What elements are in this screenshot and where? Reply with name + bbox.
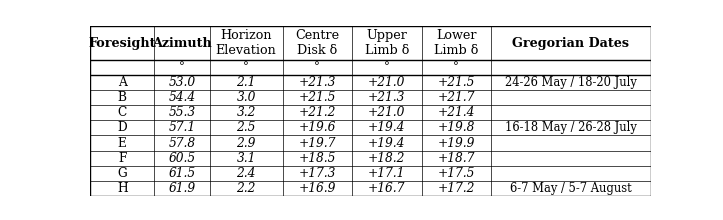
- Text: 3.1: 3.1: [236, 152, 256, 165]
- Text: +21.2: +21.2: [299, 106, 336, 119]
- Text: 3.2: 3.2: [236, 106, 256, 119]
- Text: Lower
Limb δ: Lower Limb δ: [434, 29, 479, 57]
- Text: +21.0: +21.0: [368, 76, 406, 89]
- Text: +19.8: +19.8: [437, 121, 475, 134]
- Text: 55.3: 55.3: [168, 106, 195, 119]
- Text: H: H: [117, 182, 128, 195]
- Text: °: °: [384, 61, 390, 74]
- Text: +21.0: +21.0: [368, 106, 406, 119]
- Text: +18.5: +18.5: [299, 152, 336, 165]
- Text: A: A: [118, 76, 127, 89]
- Text: 61.5: 61.5: [168, 167, 195, 180]
- Text: +19.6: +19.6: [299, 121, 336, 134]
- Text: B: B: [118, 91, 127, 104]
- Text: °: °: [243, 61, 249, 74]
- Text: +21.4: +21.4: [437, 106, 475, 119]
- Text: +19.4: +19.4: [368, 121, 406, 134]
- Text: 54.4: 54.4: [168, 91, 195, 104]
- Text: Centre
Disk δ: Centre Disk δ: [295, 29, 339, 57]
- Text: 2.9: 2.9: [236, 137, 256, 150]
- Text: +19.4: +19.4: [368, 137, 406, 150]
- Text: F: F: [118, 152, 127, 165]
- Text: 57.1: 57.1: [168, 121, 195, 134]
- Text: +17.1: +17.1: [368, 167, 406, 180]
- Text: +18.2: +18.2: [368, 152, 406, 165]
- Text: +17.3: +17.3: [299, 167, 336, 180]
- Text: 2.4: 2.4: [236, 167, 256, 180]
- Text: 3.0: 3.0: [236, 91, 256, 104]
- Text: +17.2: +17.2: [437, 182, 475, 195]
- Text: °: °: [453, 61, 459, 74]
- Text: 6-7 May / 5-7 August: 6-7 May / 5-7 August: [510, 182, 632, 195]
- Text: +19.9: +19.9: [437, 137, 475, 150]
- Text: 16-18 May / 26-28 July: 16-18 May / 26-28 July: [505, 121, 637, 134]
- Text: +21.3: +21.3: [368, 91, 406, 104]
- Text: Upper
Limb δ: Upper Limb δ: [364, 29, 409, 57]
- Text: 2.2: 2.2: [236, 182, 256, 195]
- Text: D: D: [117, 121, 127, 134]
- Text: +21.7: +21.7: [437, 91, 475, 104]
- Text: Gregorian Dates: Gregorian Dates: [513, 37, 629, 50]
- Text: 24-26 May / 18-20 July: 24-26 May / 18-20 July: [505, 76, 637, 89]
- Text: G: G: [117, 167, 127, 180]
- Text: E: E: [118, 137, 127, 150]
- Text: °: °: [179, 61, 185, 74]
- Text: Foresight: Foresight: [88, 37, 156, 50]
- Text: 2.1: 2.1: [236, 76, 256, 89]
- Text: +21.5: +21.5: [299, 91, 336, 104]
- Text: +18.7: +18.7: [437, 152, 475, 165]
- Text: °: °: [315, 61, 320, 74]
- Text: +17.5: +17.5: [437, 167, 475, 180]
- Text: 60.5: 60.5: [168, 152, 195, 165]
- Text: +21.3: +21.3: [299, 76, 336, 89]
- Text: 57.8: 57.8: [168, 137, 195, 150]
- Text: +16.7: +16.7: [368, 182, 406, 195]
- Text: 61.9: 61.9: [168, 182, 195, 195]
- Text: +21.5: +21.5: [437, 76, 475, 89]
- Text: +16.9: +16.9: [299, 182, 336, 195]
- Text: +19.7: +19.7: [299, 137, 336, 150]
- Text: C: C: [118, 106, 127, 119]
- Text: Horizon
Elevation: Horizon Elevation: [215, 29, 276, 57]
- Text: Azimuth: Azimuth: [152, 37, 212, 50]
- Text: 2.5: 2.5: [236, 121, 256, 134]
- Text: 53.0: 53.0: [168, 76, 195, 89]
